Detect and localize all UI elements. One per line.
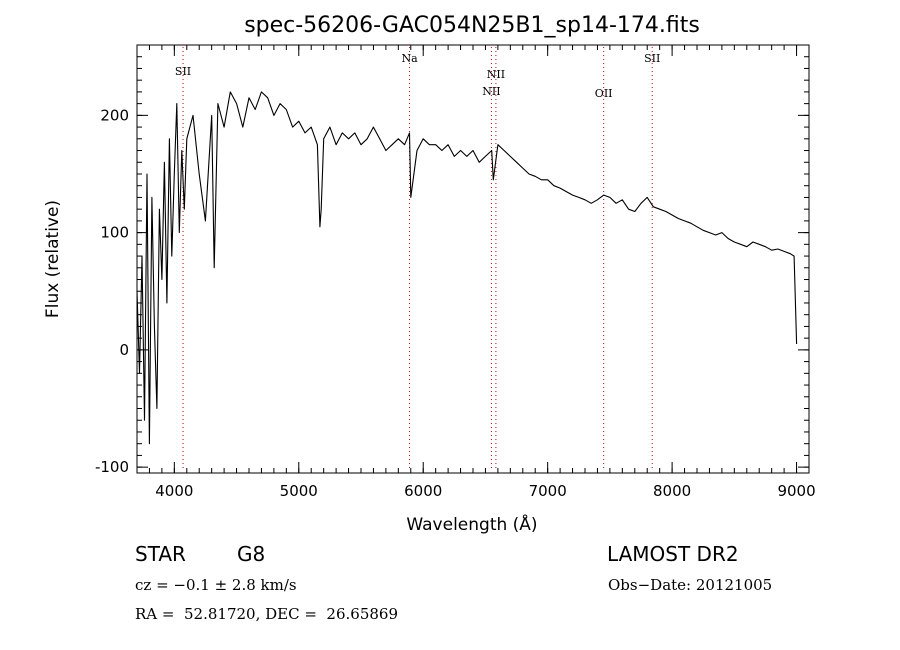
line-marker-label: NII xyxy=(482,85,500,98)
y-tick-label: 0 xyxy=(119,341,129,359)
y-tick-label: -100 xyxy=(95,458,129,476)
y-tick-label: 200 xyxy=(100,106,129,124)
y-tick-label: 100 xyxy=(100,224,129,242)
line-marker-label: Na xyxy=(401,52,418,65)
line-marker-label: OII xyxy=(595,87,613,100)
line-marker-label: SII xyxy=(175,65,191,78)
x-tick-label: 6000 xyxy=(404,482,442,500)
chart-title: spec-56206-GAC054N25B1_sp14-174.fits xyxy=(244,13,700,38)
object-subclass: G8 xyxy=(237,542,266,566)
observation-date: Obs−Date: 20121005 xyxy=(608,576,773,594)
x-tick-label: 8000 xyxy=(653,482,691,500)
x-tick-label: 5000 xyxy=(280,482,318,500)
coordinates: RA = 52.81720, DEC = 26.65869 xyxy=(135,605,399,623)
survey-name: LAMOST DR2 xyxy=(607,542,739,566)
x-tick-label: 7000 xyxy=(529,482,567,500)
redshift-velocity: cz = −0.1 ± 2.8 km/s xyxy=(135,576,297,594)
object-class: STAR xyxy=(135,542,186,566)
x-tick-label: 9000 xyxy=(777,482,815,500)
x-axis-label: Wavelength (Å) xyxy=(406,513,537,535)
y-axis-label: Flux (relative) xyxy=(43,200,63,318)
plot-frame xyxy=(136,44,810,474)
spectrum-line xyxy=(136,91,798,445)
line-marker-label: NII xyxy=(487,68,505,81)
x-tick-label: 4000 xyxy=(155,482,193,500)
line-marker-label: SII xyxy=(644,52,660,65)
